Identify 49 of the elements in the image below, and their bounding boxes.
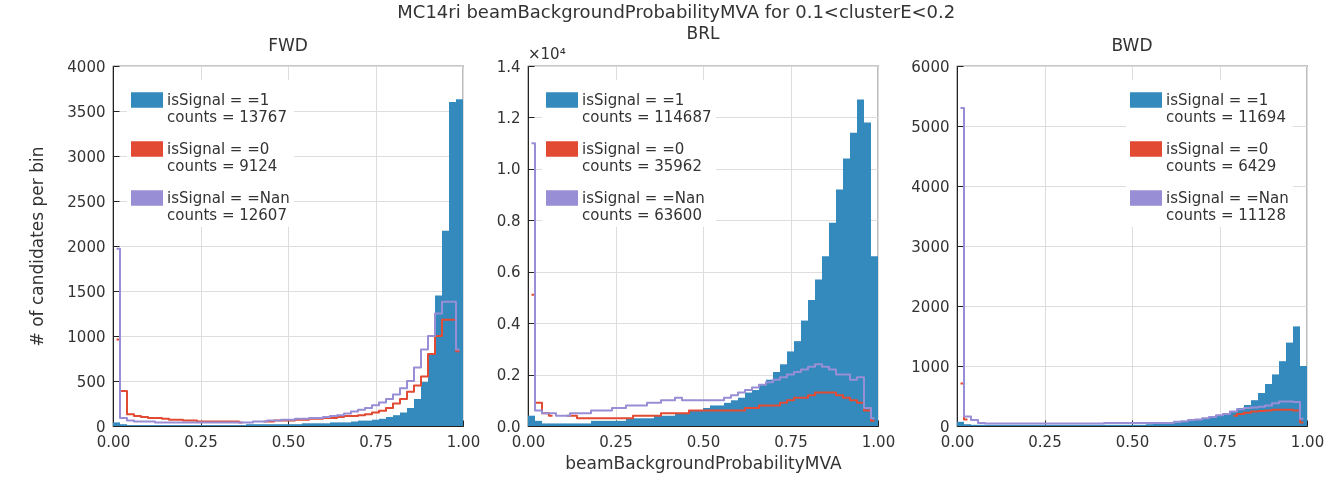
x-tick-label: 0.50	[686, 432, 721, 451]
x-tick-label: 0.75	[1203, 432, 1237, 451]
legend-label: isSignal = =0 counts = 35962	[582, 140, 702, 175]
legend-label: isSignal = =Nan counts = 12607	[167, 189, 290, 224]
y-tick-label: 2000	[911, 297, 950, 316]
y-tick-label: 4000	[911, 177, 950, 196]
x-tick-label: 1.00	[446, 432, 481, 451]
y-tick-label: 2500	[67, 192, 106, 211]
legend-label: isSignal = =1 counts = 11694	[1166, 91, 1286, 126]
legend-label: isSignal = =Nan counts = 63600	[582, 189, 705, 224]
x-tick-label: 0.25	[1028, 432, 1062, 451]
y-tick-label: 500	[76, 372, 106, 391]
y-tick-label: 0.8	[496, 211, 521, 230]
x-tick-label: 0.75	[774, 432, 808, 451]
y-tick-label: 1.2	[496, 108, 521, 127]
x-tick-label: 0.25	[599, 432, 633, 451]
chart-title: FWD	[268, 35, 308, 55]
x-axis-title: beamBackgroundProbabilityMVA	[565, 452, 843, 473]
y-tick-label: 3500	[67, 102, 106, 121]
legend-label: isSignal = =0 counts = 9124	[167, 140, 278, 175]
y-tick-label: 1.0	[496, 160, 521, 179]
y-tick-label: 6000	[911, 57, 950, 76]
chart-title: BRL	[686, 23, 720, 43]
y-tick-label: 1000	[911, 357, 950, 376]
y-tick-label: 5000	[911, 117, 950, 136]
y-tick-label: 0.4	[496, 314, 521, 333]
legend-label: isSignal = =Nan counts = 11128	[1166, 189, 1289, 224]
legend-label: isSignal = =1 counts = 13767	[167, 91, 287, 126]
y-tick-label: 0.6	[496, 263, 521, 282]
y-tick-label: 2000	[67, 237, 106, 256]
text: MC14ri beamBackgroundProbabilityMVA for 0.1<clusterE<0.2	[397, 1, 956, 23]
y-tick-label: 3000	[911, 237, 950, 256]
chart-title: BWD	[1111, 35, 1153, 55]
legend-label: isSignal = =1 counts = 114687	[582, 91, 712, 126]
y-tick-label: 4000	[67, 57, 106, 76]
y-tick-label: 1.4	[496, 57, 521, 76]
x-tick-label: 0.75	[359, 432, 393, 451]
y-axis-title: # of candidates per bin	[27, 146, 48, 347]
y-tick-label: 0.2	[496, 366, 521, 385]
y-tick-label: 3000	[67, 147, 106, 166]
text: ×10⁴	[528, 45, 566, 63]
x-tick-label: 0.50	[1115, 432, 1150, 451]
y-tick-label: 1000	[67, 327, 106, 346]
x-tick-label: 1.00	[861, 432, 896, 451]
x-tick-label: 1.00	[1290, 432, 1325, 451]
x-tick-label: 0.25	[184, 432, 218, 451]
x-tick-label: 0.50	[271, 432, 306, 451]
y-tick-label: 1500	[67, 282, 106, 301]
legend-label: isSignal = =0 counts = 6429	[1166, 140, 1277, 175]
